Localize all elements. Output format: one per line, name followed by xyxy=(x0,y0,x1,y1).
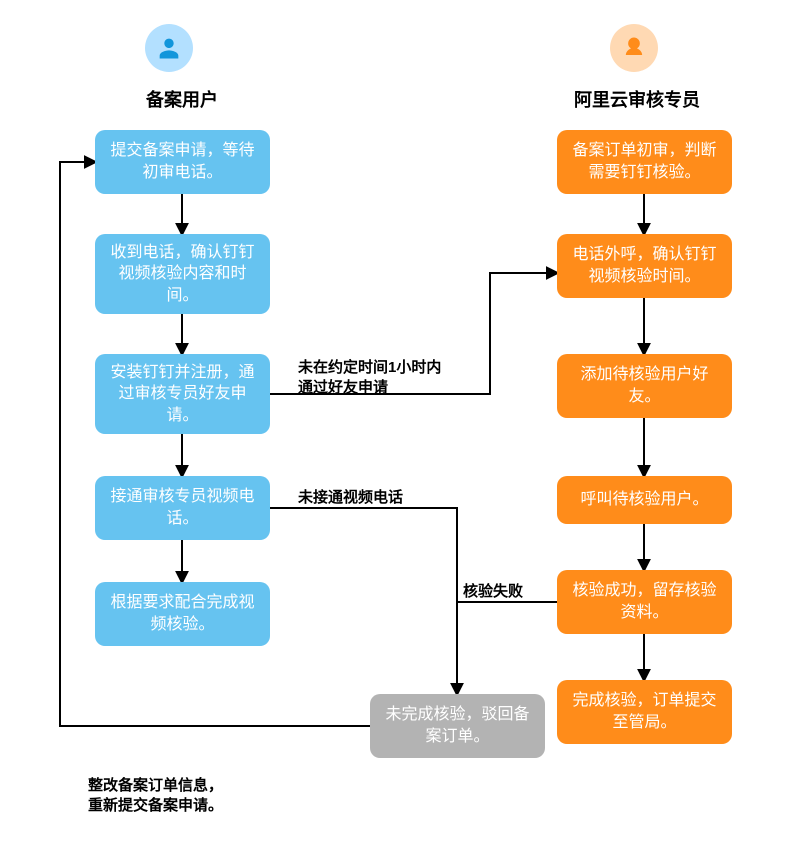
node-u5: 根据要求配合完成视频核验。 xyxy=(95,582,270,646)
edge-label: 未在约定时间1小时内 通过好友申请 xyxy=(298,358,441,397)
node-u4: 接通审核专员视频电话。 xyxy=(95,476,270,540)
node-a5: 核验成功，留存核验资料。 xyxy=(557,570,732,634)
node-u2: 收到电话，确认钉钉视频核验内容和时间。 xyxy=(95,234,270,314)
edge-label: 未接通视频电话 xyxy=(298,488,403,508)
node-a4: 呼叫待核验用户。 xyxy=(557,476,732,524)
node-u1: 提交备案申请，等待初审电话。 xyxy=(95,130,270,194)
user-icon xyxy=(145,24,193,72)
node-a1: 备案订单初审，判断需要钉钉核验。 xyxy=(557,130,732,194)
user-column-header: 备案用户 xyxy=(146,86,218,112)
auditor-icon xyxy=(610,24,658,72)
node-a3: 添加待核验用户好友。 xyxy=(557,354,732,418)
node-a6: 完成核验，订单提交至管局。 xyxy=(557,680,732,744)
edge-label: 整改备案订单信息， 重新提交备案申请。 xyxy=(88,776,223,815)
auditor-column-header: 阿里云审核专员 xyxy=(574,86,700,112)
edge-label: 核验失败 xyxy=(463,582,523,602)
node-u3: 安装钉钉并注册，通过审核专员好友申请。 xyxy=(95,354,270,434)
node-f1: 未完成核验，驳回备案订单。 xyxy=(370,694,545,758)
node-a2: 电话外呼，确认钉钉视频核验时间。 xyxy=(557,234,732,298)
